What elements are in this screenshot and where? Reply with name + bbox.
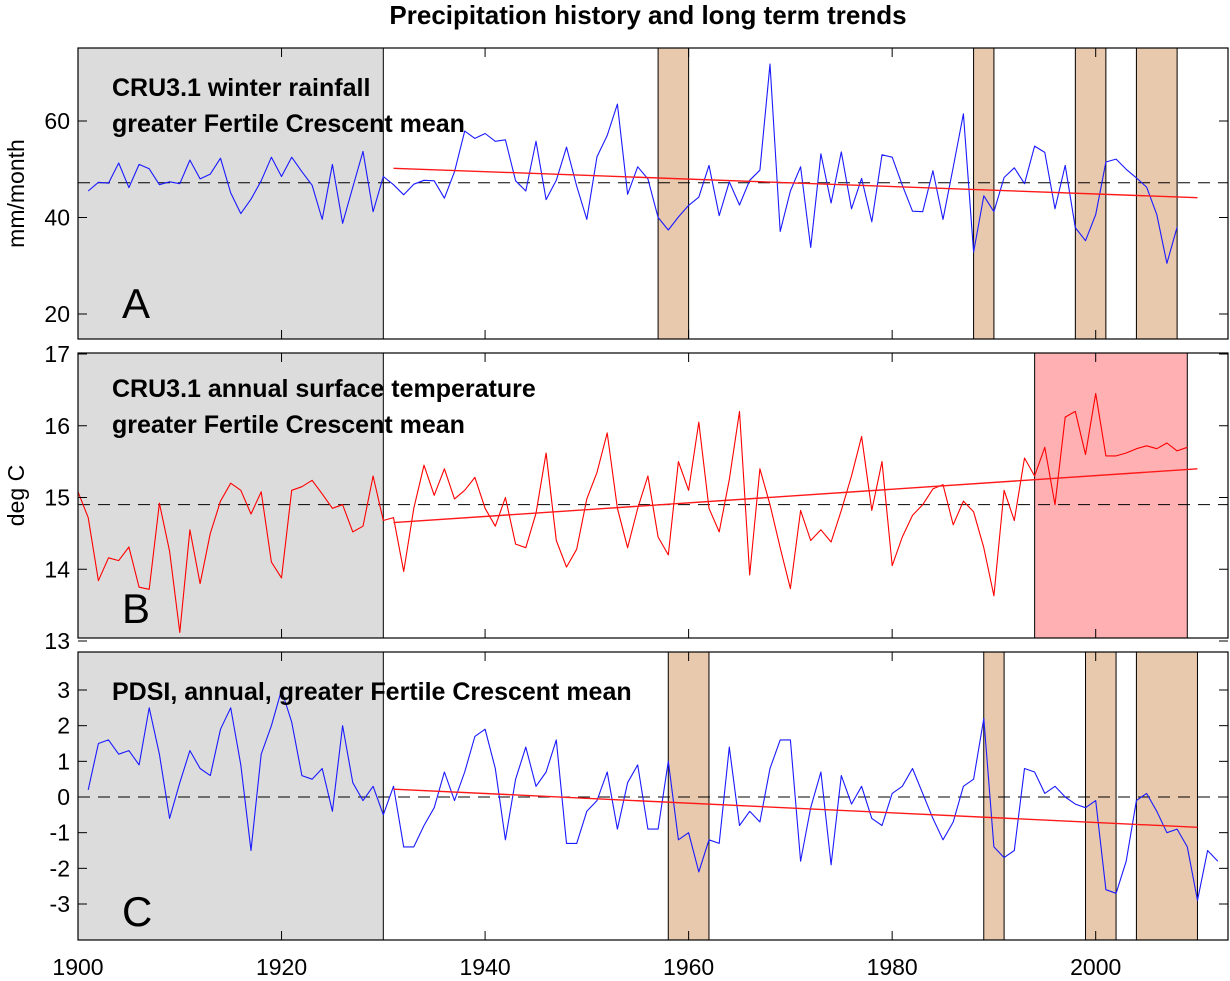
panel-c: -3 -2 -1 0 1 2 3 PDSI, annual, greater Fertile … bbox=[50, 651, 1229, 941]
x-tick-label: 1960 bbox=[663, 954, 714, 980]
y-tick-label: -2 bbox=[50, 855, 70, 881]
panel-annotation: greater Fertile Crescent mean bbox=[112, 411, 465, 439]
y-tick-label: -1 bbox=[50, 820, 70, 846]
y-tick-label: 60 bbox=[44, 108, 70, 134]
panel-letter: B bbox=[122, 585, 150, 632]
y-tick-label: 20 bbox=[44, 301, 70, 327]
y-tick-label: 13 bbox=[44, 628, 70, 654]
y-tick-label: 17 bbox=[44, 341, 70, 367]
trend-line bbox=[393, 788, 1198, 829]
trend-line bbox=[393, 468, 1198, 524]
x-tick-label: 2000 bbox=[1070, 954, 1121, 980]
highlight-band-2 bbox=[973, 48, 995, 339]
x-tick-label: 1920 bbox=[256, 954, 307, 980]
panel-annotation: CRU3.1 winter rainfall bbox=[112, 74, 370, 102]
y-tick-label: 2 bbox=[57, 713, 70, 739]
data-series-line bbox=[87, 63, 1178, 264]
panel-c-plot-area bbox=[78, 652, 1228, 940]
y-tick-label: 1 bbox=[57, 748, 70, 774]
x-tick-label: 1900 bbox=[52, 954, 103, 980]
highlight-band-2 bbox=[983, 652, 1005, 940]
figure-title: Precipitation history and long term tren… bbox=[389, 0, 906, 30]
highlight-band-4 bbox=[1135, 652, 1198, 940]
panel-letter: C bbox=[122, 888, 152, 935]
panel-a-plot-area bbox=[78, 48, 1228, 339]
x-tick-label: 1980 bbox=[867, 954, 918, 980]
highlight-band-1 bbox=[657, 48, 690, 339]
panel-annotation: CRU3.1 annual surface temperature bbox=[112, 375, 536, 403]
y-axis-label: mm/month bbox=[3, 139, 29, 248]
panel-b-plot-area bbox=[78, 353, 1228, 638]
data-series-line bbox=[87, 689, 1219, 901]
gray-period-shading bbox=[78, 353, 384, 638]
axes-frame bbox=[77, 651, 1229, 941]
data-series-line bbox=[78, 392, 1188, 633]
axes-frame bbox=[77, 47, 1229, 340]
highlight-band-1 bbox=[667, 652, 710, 940]
y-tick-label: 15 bbox=[44, 485, 70, 511]
trend-line bbox=[393, 167, 1198, 199]
gray-period-shading bbox=[78, 652, 384, 940]
y-tick-label: 16 bbox=[44, 413, 70, 439]
highlight-band-1 bbox=[1034, 353, 1188, 638]
panel-b: 13 14 15 16 17 deg C CRU3.1 annual surface tem… bbox=[3, 341, 1229, 654]
y-tick-label: 3 bbox=[57, 677, 70, 703]
y-tick-label: 0 bbox=[57, 784, 70, 810]
x-tick-label: 1940 bbox=[459, 954, 510, 980]
y-axis-label: deg C bbox=[3, 465, 29, 526]
highlight-band-4 bbox=[1135, 48, 1178, 339]
panel-letter: A bbox=[122, 280, 150, 327]
y-tick-label: 40 bbox=[44, 205, 70, 231]
y-tick-label: 14 bbox=[44, 556, 70, 582]
panel-a: 20 40 60 mm/month CRU3.1 winter rainfall grea… bbox=[3, 47, 1229, 340]
panel-annotation: greater Fertile Crescent mean bbox=[112, 110, 465, 138]
panel-annotation: PDSI, annual, greater Fertile Crescent m… bbox=[112, 678, 632, 706]
axes-frame bbox=[77, 352, 1229, 639]
y-tick-label: -3 bbox=[50, 891, 70, 917]
highlight-band-3 bbox=[1085, 652, 1117, 940]
